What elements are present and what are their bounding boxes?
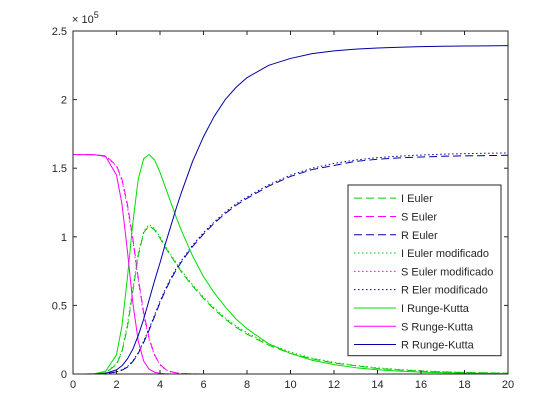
- legend-label: I Euler modificado: [401, 248, 489, 260]
- series-line-4: [72, 153, 508, 375]
- series-layer: [72, 45, 509, 375]
- y-tick-label: 1: [61, 232, 67, 244]
- legend-label: S Euler: [401, 211, 437, 223]
- x-tick-label: 2: [113, 379, 119, 391]
- legend-label: R Eler modificado: [401, 285, 488, 297]
- x-tick-label: 18: [458, 379, 470, 391]
- series-line-8: [73, 45, 509, 375]
- series-line-6: [73, 153, 509, 375]
- x-tick-label: 12: [328, 379, 340, 391]
- y-axis-exponent-label: × 105: [72, 10, 99, 26]
- y-tick-label: 2: [61, 95, 67, 107]
- y-tick-label: 0.5: [52, 300, 67, 312]
- series-line-1: [72, 153, 508, 375]
- y-tick-label: 1.5: [52, 163, 67, 175]
- series-line-5: [73, 152, 509, 375]
- legend-label: S Euler modificado: [401, 266, 493, 278]
- legend: I Euler S Euler R Euler I Euler modificado S…: [347, 184, 502, 357]
- x-tick-label: 0: [70, 379, 76, 391]
- x-tick-label: 20: [502, 379, 514, 391]
- x-tick-label: 16: [415, 379, 427, 391]
- legend-label: I Runge-Kutta: [401, 303, 470, 315]
- legend-label: R Runge-Kutta: [401, 340, 475, 352]
- x-tick-label: 10: [284, 379, 296, 391]
- x-tick-label: 6: [200, 379, 206, 391]
- x-tick-label: 8: [244, 379, 250, 391]
- x-tick-label: 14: [371, 379, 383, 391]
- y-tick-label: 2.5: [52, 26, 67, 38]
- legend-box: [347, 184, 502, 357]
- x-tick-label: 4: [157, 379, 163, 391]
- y-tick-label: 0: [61, 369, 67, 381]
- legend-label: S Runge-Kutta: [401, 321, 474, 333]
- axes-layer: 0 2 4 6 8 10 12 14 16 18 20 0 0.5 1 1.5 2 2.5: [52, 26, 514, 391]
- legend-label: R Euler: [401, 230, 438, 242]
- legend-label: I Euler: [401, 193, 433, 205]
